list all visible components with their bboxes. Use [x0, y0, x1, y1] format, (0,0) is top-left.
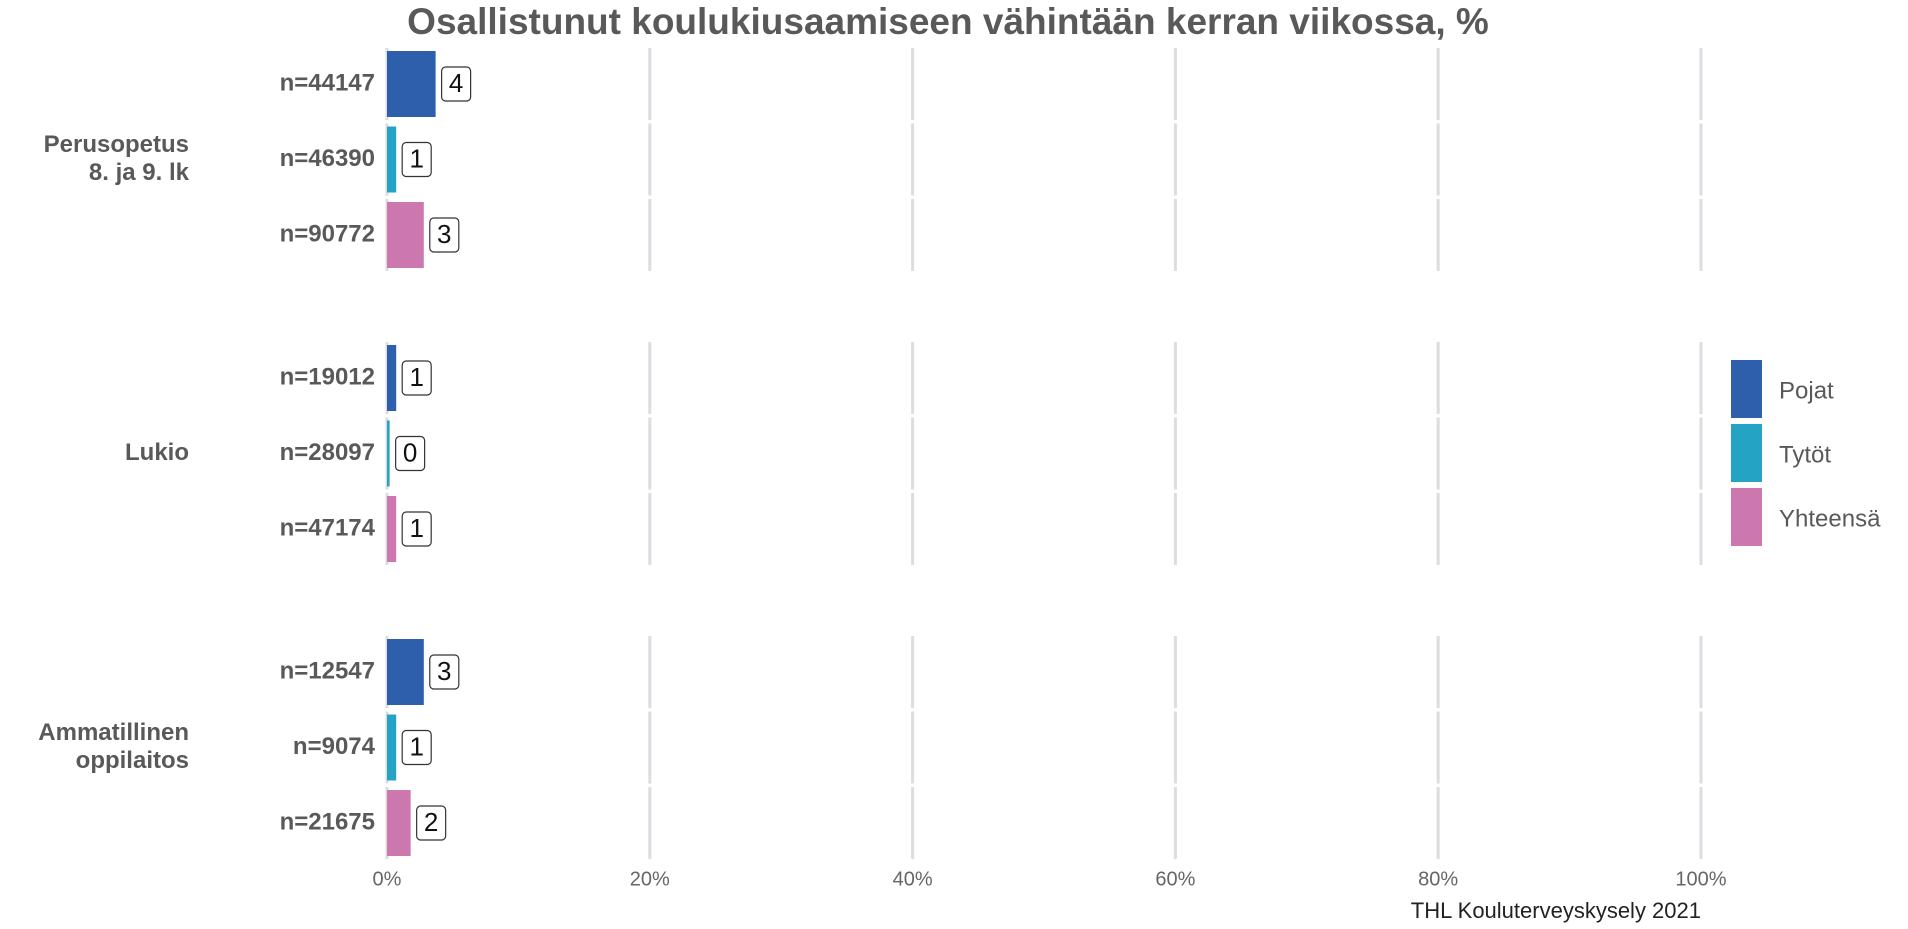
x-tick-label: 100%	[1675, 868, 1726, 890]
chart-title: Osallistunut koulukiusaamiseen vähintään…	[407, 1, 1489, 42]
group-label: 8. ja 9. lk	[89, 159, 190, 186]
legend-key	[1731, 488, 1762, 546]
x-tick-label: 20%	[630, 868, 670, 890]
legend-label: Yhteensä	[1779, 505, 1881, 532]
value-label: 2	[424, 807, 438, 837]
group-label: Perusopetus	[44, 131, 189, 158]
value-label: 0	[403, 437, 417, 467]
legend-label: Tytöt	[1779, 441, 1831, 468]
bar	[387, 790, 411, 856]
n-label: n=12547	[280, 657, 375, 684]
legend-key	[1731, 424, 1762, 482]
legend-label: Pojat	[1779, 377, 1834, 404]
n-label: n=28097	[280, 439, 375, 466]
value-label-box	[401, 511, 432, 547]
value-label-box	[416, 805, 447, 841]
bar	[387, 496, 397, 562]
value-label-box	[401, 141, 432, 178]
value-label-box	[401, 729, 432, 766]
x-tick-label: 80%	[1418, 868, 1458, 890]
x-tick-label: 0%	[373, 868, 402, 890]
group-label: oppilaitos	[76, 747, 189, 774]
legend-key	[1731, 360, 1762, 418]
bar	[387, 202, 424, 268]
bar	[387, 51, 436, 117]
n-label: n=44147	[280, 69, 375, 96]
value-label: 1	[409, 362, 423, 392]
bar	[387, 420, 390, 487]
n-label: n=47174	[280, 514, 376, 541]
n-label: n=21675	[280, 808, 375, 835]
bar	[387, 639, 424, 705]
n-label: n=46390	[280, 145, 375, 172]
bar	[387, 126, 397, 193]
x-tick-label: 40%	[893, 868, 933, 890]
value-label-box	[441, 66, 472, 102]
bar	[387, 714, 397, 781]
value-label-box	[395, 435, 426, 472]
value-label: 1	[409, 731, 423, 761]
value-label: 1	[409, 143, 423, 173]
n-label: n=90772	[280, 220, 375, 247]
value-label-box	[401, 360, 432, 396]
value-label-box	[429, 217, 460, 253]
x-tick-label: 60%	[1155, 868, 1195, 890]
group-label: Lukio	[125, 439, 189, 466]
bar	[387, 345, 397, 411]
value-label-box	[429, 654, 460, 690]
n-label: n=19012	[280, 363, 375, 390]
caption: THL Kouluterveyskysely 2021	[1411, 898, 1701, 923]
value-label: 4	[449, 68, 463, 98]
value-label: 1	[409, 513, 423, 543]
n-label: n=9074	[293, 733, 376, 760]
group-label: Ammatillinen	[38, 719, 189, 746]
value-label: 3	[437, 219, 451, 249]
value-label: 3	[437, 656, 451, 686]
